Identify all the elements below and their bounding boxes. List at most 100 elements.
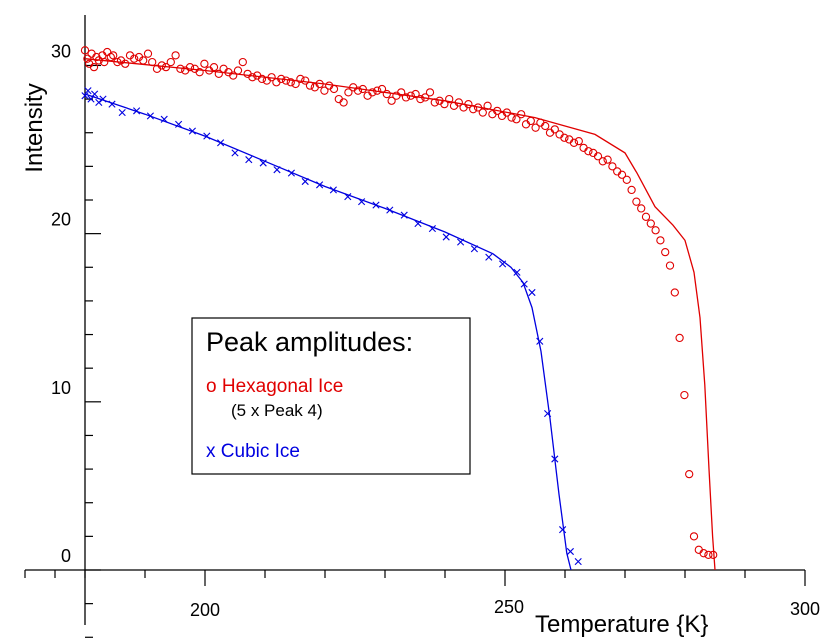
hexagonal-point [301, 76, 310, 85]
hexagonal-point [171, 51, 180, 60]
cubic-point-stroke [551, 455, 559, 463]
cubic-point [358, 198, 366, 206]
cubic-point [400, 211, 408, 219]
hexagonal-point [358, 84, 367, 94]
hexagonal-point [656, 236, 665, 245]
hexagonal-point [248, 73, 257, 82]
hexagonal-point [622, 175, 631, 184]
hexagonal-point [130, 54, 139, 63]
hexagonal-point [377, 84, 387, 94]
cubic-point-stroke [146, 112, 154, 120]
hexagonal-point [406, 91, 415, 100]
cubic-point-stroke [95, 98, 103, 107]
hexagonal-point [344, 88, 353, 97]
cubic-point [245, 156, 253, 164]
cubic-point-stroke [428, 225, 436, 233]
hexagonal-point [531, 123, 540, 132]
hexagonal-point [699, 549, 708, 558]
cubic-point [470, 245, 478, 253]
hexagonal-point [440, 99, 449, 109]
hexagonal-point [329, 84, 339, 94]
hexagonal-point [238, 57, 247, 67]
cubic-point [87, 95, 95, 103]
cubic-point-stroke [91, 90, 99, 98]
hexagonal-point [382, 89, 391, 99]
x-tick-label: 300 [790, 599, 820, 619]
cubic-point [414, 219, 422, 228]
hexagonal-point [267, 73, 276, 82]
cubic-point [442, 233, 450, 241]
hexagonal-point [233, 66, 243, 75]
hexagonal-point [445, 94, 454, 104]
axes: 0 10 20 30 200 250 300 [24, 15, 820, 638]
hexagonal-point [209, 62, 219, 72]
hexagonal-point [281, 76, 291, 85]
hexagonal-point [83, 54, 92, 63]
cubic-point [160, 115, 168, 123]
cubic-point-stroke [386, 206, 394, 214]
hexagonal-point [286, 78, 295, 87]
hexagonal-point [617, 170, 627, 179]
cubic-point [544, 410, 552, 418]
hexagonal-point [430, 98, 439, 107]
hexagonal-point [661, 247, 670, 257]
hexagonal-point [603, 155, 612, 164]
hexagonal-point [291, 79, 300, 89]
hexagonal-point [401, 93, 411, 102]
cubic-fit-line [84, 93, 572, 571]
cubic-point [259, 159, 267, 167]
cubic-point-stroke [329, 186, 337, 194]
cubic-point [99, 95, 107, 103]
cubic-point-stroke [566, 547, 574, 556]
legend: Peak amplitudes: o Hexagonal Ice (5 x Pe… [191, 317, 471, 475]
cubic-point-stroke [499, 260, 507, 268]
cubic-point-stroke [273, 166, 281, 174]
hexagonal-point [100, 57, 109, 67]
cubic-point-stroke [457, 238, 465, 246]
cubic-point-stroke [118, 108, 126, 117]
hexagonal-point [632, 197, 641, 206]
cubic-point [91, 90, 99, 98]
cubic-point-stroke [99, 95, 107, 103]
cubic-point [146, 112, 154, 120]
cubic-point-stroke [231, 149, 239, 157]
cubic-point-stroke [536, 337, 544, 345]
hexagonal-point [478, 108, 487, 117]
data-marks [80, 46, 718, 566]
hexagonal-point [517, 110, 526, 119]
hexagonal-point [584, 147, 593, 156]
cubic-point [344, 193, 352, 201]
cubic-point-stroke [188, 127, 196, 135]
hexagonal-point [502, 108, 511, 117]
x-tick-label: 200 [190, 600, 220, 620]
cubic-point [551, 455, 559, 463]
fit-lines [84, 58, 716, 571]
cubic-point-stroke [87, 95, 95, 103]
hexagonal-point [627, 185, 636, 195]
cubic-point [175, 120, 183, 128]
hexagonal-point [493, 106, 502, 116]
hexagonal-point [469, 105, 478, 114]
cubic-point [428, 225, 436, 233]
hexagonal-point [641, 212, 651, 221]
cubic-point-stroke [175, 120, 183, 128]
hexagonal-point [569, 138, 579, 147]
cubic-point [457, 238, 465, 246]
y-axis-title: Intensity [21, 83, 48, 172]
hexagonal-point [646, 219, 655, 228]
hexagonal-point [121, 59, 130, 68]
hexagonal-point [526, 116, 535, 126]
hexagonal-point [709, 550, 718, 560]
hexagonal-point [148, 57, 157, 67]
cubic-point [499, 260, 507, 268]
y-tick-label: 20 [51, 210, 71, 230]
y-tick-label: 30 [51, 41, 71, 61]
cubic-point [301, 177, 309, 186]
hexagonal-point [185, 62, 195, 72]
hexagonal-point [416, 94, 425, 104]
cubic-point-stroke [414, 219, 422, 228]
hexagonal-point [157, 61, 166, 70]
cubic-point [329, 186, 337, 194]
hexagonal-point [368, 88, 377, 97]
cubic-point-stroke [301, 177, 309, 186]
